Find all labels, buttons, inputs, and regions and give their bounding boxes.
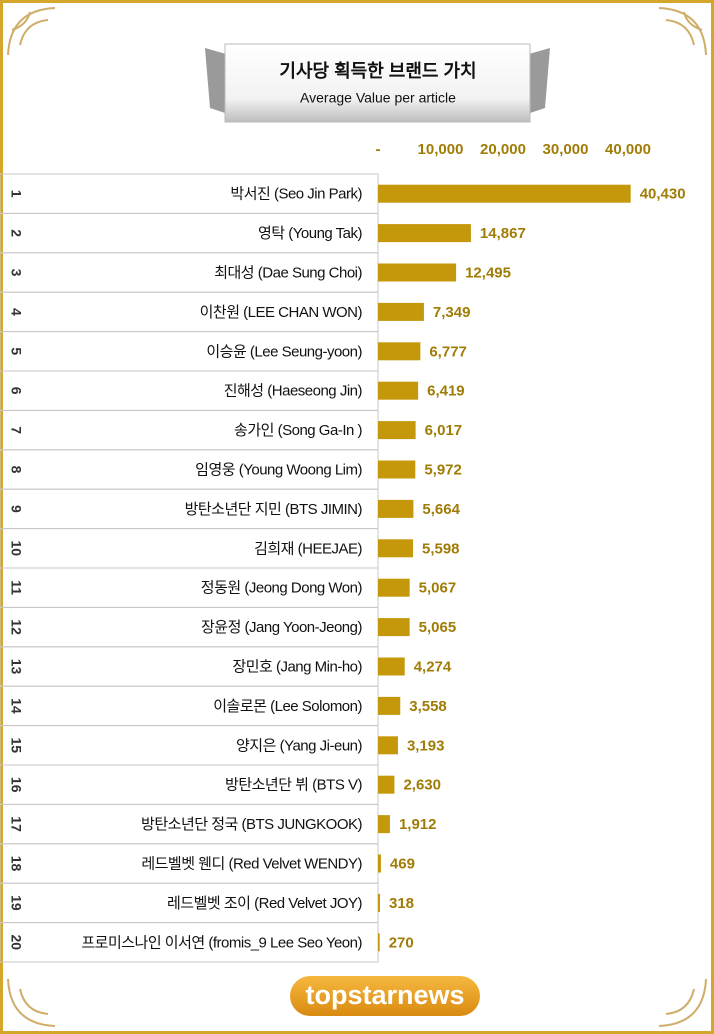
value-label: 6,017	[425, 422, 463, 439]
rank-label: 5	[8, 347, 24, 355]
rank-label: 3	[8, 269, 24, 277]
bar	[378, 539, 413, 558]
value-label: 4,274	[414, 658, 452, 675]
category-label: 이승윤 (Lee Seung-yoon)	[206, 343, 362, 360]
value-label: 469	[390, 855, 415, 872]
bar	[378, 499, 414, 518]
bar	[378, 342, 421, 361]
bar	[378, 893, 380, 912]
rank-label: 20	[8, 935, 24, 951]
corner-ornaments	[7, 7, 707, 1027]
value-label: 5,664	[422, 501, 460, 518]
category-label: 방탄소년단 지민 (BTS JIMIN)	[185, 501, 363, 518]
rank-label: 16	[8, 777, 24, 793]
source-logo: topstarnews	[305, 980, 464, 1010]
category-label: 박서진 (Seo Jin Park)	[230, 186, 362, 203]
category-label: 최대성 (Dae Sung Choi)	[214, 264, 362, 281]
value-label: 6,777	[429, 343, 467, 360]
value-label: 5,067	[419, 580, 457, 597]
rank-label: 2	[8, 229, 24, 237]
rank-label: 15	[8, 738, 24, 754]
value-label: 3,193	[407, 737, 445, 754]
bar	[378, 460, 416, 479]
rank-label: 11	[8, 580, 24, 595]
category-label: 송가인 (Song Ga-In )	[234, 422, 362, 439]
rank-label: 6	[8, 387, 24, 395]
rank-label: 7	[8, 426, 24, 434]
bar	[378, 696, 401, 715]
category-label: 임영웅 (Young Woong Lim)	[195, 461, 362, 478]
category-label: 진해성 (Haeseong Jin)	[224, 383, 363, 400]
logo	[290, 976, 480, 1016]
category-label: 프로미스나인 이서연 (fromis_9 Lee Seo Yeon)	[81, 934, 362, 951]
value-label: 7,349	[433, 304, 471, 321]
category-label: 방탄소년단 정국 (BTS JUNGKOOK)	[141, 816, 362, 833]
rank-label: 8	[8, 466, 24, 474]
value-label: 14,867	[480, 225, 526, 242]
rank-label: 10	[8, 541, 24, 557]
category-label: 양지은 (Yang Ji-eun)	[236, 737, 363, 754]
category-label: 방탄소년단 뷔 (BTS V)	[225, 777, 362, 794]
value-label: 318	[389, 895, 414, 912]
category-label: 이찬원 (LEE CHAN WON)	[200, 304, 363, 321]
rank-label: 18	[8, 856, 24, 872]
rank-label: 17	[8, 816, 24, 832]
value-label: 5,972	[424, 461, 462, 478]
category-label: 김희재 (HEEJAE)	[254, 540, 362, 557]
category-label: 장윤정 (Jang Yoon-Jeong)	[201, 619, 363, 636]
category-label: 레드벨벳 웬디 (Red Velvet WENDY)	[141, 855, 362, 872]
value-label: 2,630	[403, 777, 441, 794]
value-label: 6,419	[427, 383, 465, 400]
bar	[378, 657, 405, 676]
bar	[378, 933, 380, 952]
value-label: 270	[389, 934, 414, 951]
value-label: 12,495	[465, 264, 511, 281]
bar	[378, 815, 390, 834]
category-label: 정동원 (Jeong Dong Won)	[201, 580, 363, 597]
category-label: 레드벨벳 조이 (Red Velvet JOY)	[167, 895, 363, 912]
x-tick-label: 40,000	[605, 141, 651, 158]
category-label: 장민호 (Jang Min-ho)	[232, 658, 362, 675]
value-label: 3,558	[409, 698, 447, 715]
bar	[378, 578, 410, 597]
value-label: 5,065	[419, 619, 457, 636]
rank-label: 12	[8, 619, 24, 635]
category-label: 이솔로몬 (Lee Solomon)	[213, 698, 362, 715]
rank-label: 13	[8, 659, 24, 675]
chart-title: 기사당 획득한 브랜드 가치	[279, 61, 476, 81]
value-label: 5,598	[422, 540, 460, 557]
rank-label: 1	[8, 190, 24, 198]
bar	[378, 775, 395, 794]
rank-label: 9	[8, 505, 24, 513]
rank-label: 14	[8, 698, 24, 714]
value-label: 40,430	[640, 186, 686, 203]
rank-label: 19	[8, 895, 24, 911]
category-label: 영탁 (Young Tak)	[258, 225, 362, 242]
bar	[378, 736, 398, 755]
bar	[378, 263, 457, 282]
bar	[378, 302, 424, 321]
value-label: 1,912	[399, 816, 437, 833]
bar	[378, 421, 416, 440]
bar	[378, 618, 410, 637]
bar	[378, 184, 631, 203]
x-tick-label: -	[376, 141, 381, 158]
bar	[378, 854, 381, 873]
x-tick-label: 20,000	[480, 141, 526, 158]
bar	[378, 381, 419, 400]
title-banner	[205, 43, 550, 123]
x-tick-label: 30,000	[543, 141, 589, 158]
rank-label: 4	[8, 308, 24, 316]
x-tick-label: 10,000	[418, 141, 464, 158]
chart-subtitle: Average Value per article	[300, 90, 456, 106]
bar	[378, 224, 471, 243]
